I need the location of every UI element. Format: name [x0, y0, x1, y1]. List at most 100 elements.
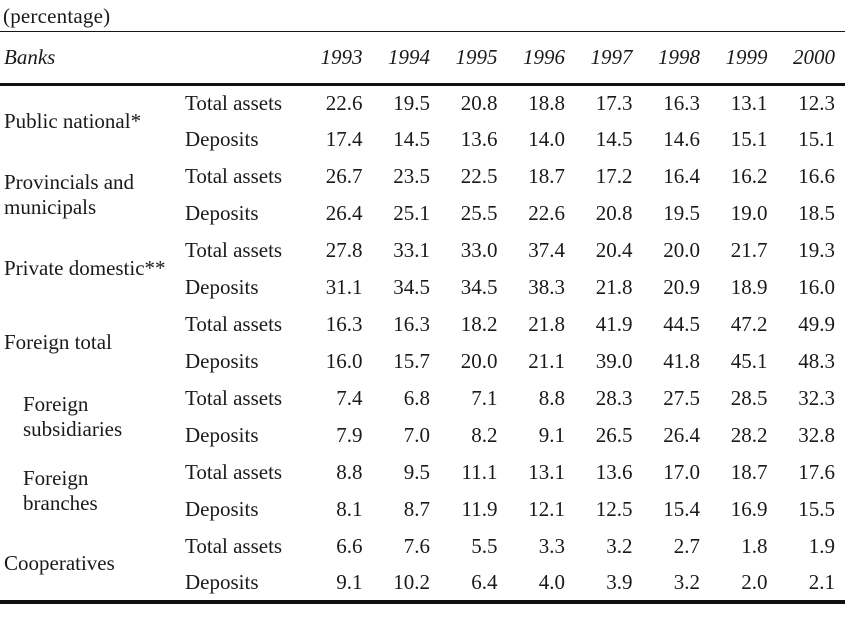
metric-label: Total assets	[185, 534, 283, 558]
value-cell: 7.4	[336, 386, 363, 410]
value-cell: 20.4	[595, 238, 633, 262]
value-cell: 7.1	[471, 386, 498, 410]
value-cell: 20.0	[663, 238, 701, 262]
value-cell: 7.0	[403, 423, 431, 447]
metric-label: Deposits	[185, 423, 259, 447]
column-header-year: 1999	[710, 32, 778, 86]
value-cell: 20.8	[460, 90, 498, 115]
value-cell: 9.1	[538, 423, 566, 447]
value-cell: 18.2	[460, 312, 498, 336]
value-cell: 13.6	[595, 460, 633, 484]
value-cell: 48.3	[798, 349, 836, 373]
value-cell: 41.8	[663, 349, 701, 373]
value-cell: 18.7	[730, 460, 768, 484]
value-cell: 19.5	[663, 201, 701, 225]
value-cell: 1.8	[741, 534, 768, 558]
column-header-year: 1998	[642, 32, 711, 86]
value-cell: 16.3	[325, 312, 363, 336]
metric-label: Deposits	[185, 127, 259, 151]
value-cell: 17.3	[595, 90, 633, 115]
bank-group-label: Provincials and municipals	[4, 169, 135, 219]
bank-group-label: Public national*	[4, 109, 142, 134]
value-cell: 19.3	[798, 238, 836, 262]
value-cell: 25.5	[460, 201, 498, 225]
value-cell: 26.7	[325, 164, 363, 188]
value-cell: 19.0	[730, 201, 768, 225]
metric-label: Total assets	[185, 164, 283, 188]
table-row: Foreign subsidiaries Total assets 7.4 6.8 7.…	[0, 380, 845, 441]
column-header-year: 1993	[305, 32, 373, 86]
bank-group-label: Private domestic**	[4, 256, 166, 281]
value-cell: 15.4	[663, 497, 701, 521]
value-cell: 38.3	[528, 275, 566, 299]
value-cell: 16.2	[730, 164, 768, 188]
value-cell: 14.5	[595, 127, 633, 151]
metric-label: Total assets	[185, 90, 283, 115]
value-cell: 20.9	[663, 275, 701, 299]
value-cell: 20.0	[460, 349, 498, 373]
value-cell: 17.6	[798, 460, 836, 484]
value-cell: 14.0	[528, 127, 566, 151]
value-cell: 41.9	[595, 312, 633, 336]
table-row: Public national* Total assets 22.6 19.5 20.8…	[0, 84, 845, 133]
value-cell: 31.1	[325, 275, 363, 299]
value-cell: 13.1	[730, 90, 768, 115]
value-cell: 34.5	[460, 275, 498, 299]
value-cell: 9.1	[336, 570, 363, 594]
value-cell: 4.0	[538, 570, 566, 594]
table-row: Private domestic** Total assets 27.8 33.1 33…	[0, 232, 845, 280]
table-row: Deposits 7.9 7.0 8.2 9.1 26.5 26.4 28.2 32.8	[0, 417, 845, 454]
value-cell: 26.5	[595, 423, 633, 447]
value-cell: 25.1	[393, 201, 431, 225]
value-cell: 6.6	[336, 534, 363, 558]
value-cell: 15.1	[730, 127, 768, 151]
value-cell: 18.8	[528, 90, 566, 115]
table-row: Deposits 31.1 34.5 34.5 38.3 21.8 20.9 18.9 16.0	[0, 269, 845, 306]
value-cell: 6.8	[403, 386, 431, 410]
value-cell: 9.5	[403, 460, 431, 484]
table-row: Deposits 9.1 10.2 6.4 4.0 3.9 3.2 2.0 2.1	[0, 565, 845, 602]
column-header-year: 1994	[372, 32, 441, 86]
value-cell: 23.5	[393, 164, 431, 188]
value-cell: 16.9	[730, 497, 768, 521]
value-cell: 28.2	[730, 423, 768, 447]
table-caption-percentage: (percentage)	[0, 0, 845, 32]
bank-group-label: Foreign branches	[23, 465, 98, 515]
value-cell: 18.7	[528, 164, 566, 188]
value-cell: 16.4	[663, 164, 701, 188]
table-body: Public national* Total assets 22.6 19.5 20.8…	[0, 84, 845, 602]
table-row: Deposits 8.1 8.7 11.9 12.1 12.5 15.4 16.9 15.5	[0, 491, 845, 528]
value-cell: 10.2	[393, 570, 431, 594]
value-cell: 47.2	[730, 312, 768, 336]
banks-share-table: Banks 1993 1994 1995 1996 1997 1998 1999…	[0, 32, 845, 604]
value-cell: 8.1	[336, 497, 363, 521]
value-cell: 33.1	[393, 238, 431, 262]
table-row: Foreign total Total assets 16.3 16.3 18.2 21.…	[0, 306, 845, 354]
value-cell: 8.8	[336, 460, 363, 484]
value-cell: 27.8	[325, 238, 363, 262]
value-cell: 13.6	[460, 127, 498, 151]
value-cell: 14.6	[663, 127, 701, 151]
column-header-year: 1996	[507, 32, 576, 86]
value-cell: 14.5	[393, 127, 431, 151]
value-cell: 15.1	[798, 127, 836, 151]
value-cell: 45.1	[730, 349, 768, 373]
value-cell: 16.0	[325, 349, 363, 373]
value-cell: 3.9	[606, 570, 633, 594]
value-cell: 12.3	[798, 90, 836, 115]
value-cell: 21.7	[730, 238, 768, 262]
value-cell: 28.3	[595, 386, 633, 410]
value-cell: 2.1	[808, 570, 836, 594]
value-cell: 3.3	[538, 534, 566, 558]
value-cell: 17.4	[325, 127, 363, 151]
value-cell: 32.3	[798, 386, 836, 410]
table-row: Deposits 16.0 15.7 20.0 21.1 39.0 41.8 45.1 48.3	[0, 343, 845, 380]
value-cell: 5.5	[471, 534, 498, 558]
metric-label: Total assets	[185, 386, 283, 410]
value-cell: 17.2	[595, 164, 633, 188]
value-cell: 28.5	[730, 386, 768, 410]
metric-label: Total assets	[185, 312, 283, 336]
value-cell: 33.0	[460, 238, 498, 262]
value-cell: 15.7	[393, 349, 431, 373]
